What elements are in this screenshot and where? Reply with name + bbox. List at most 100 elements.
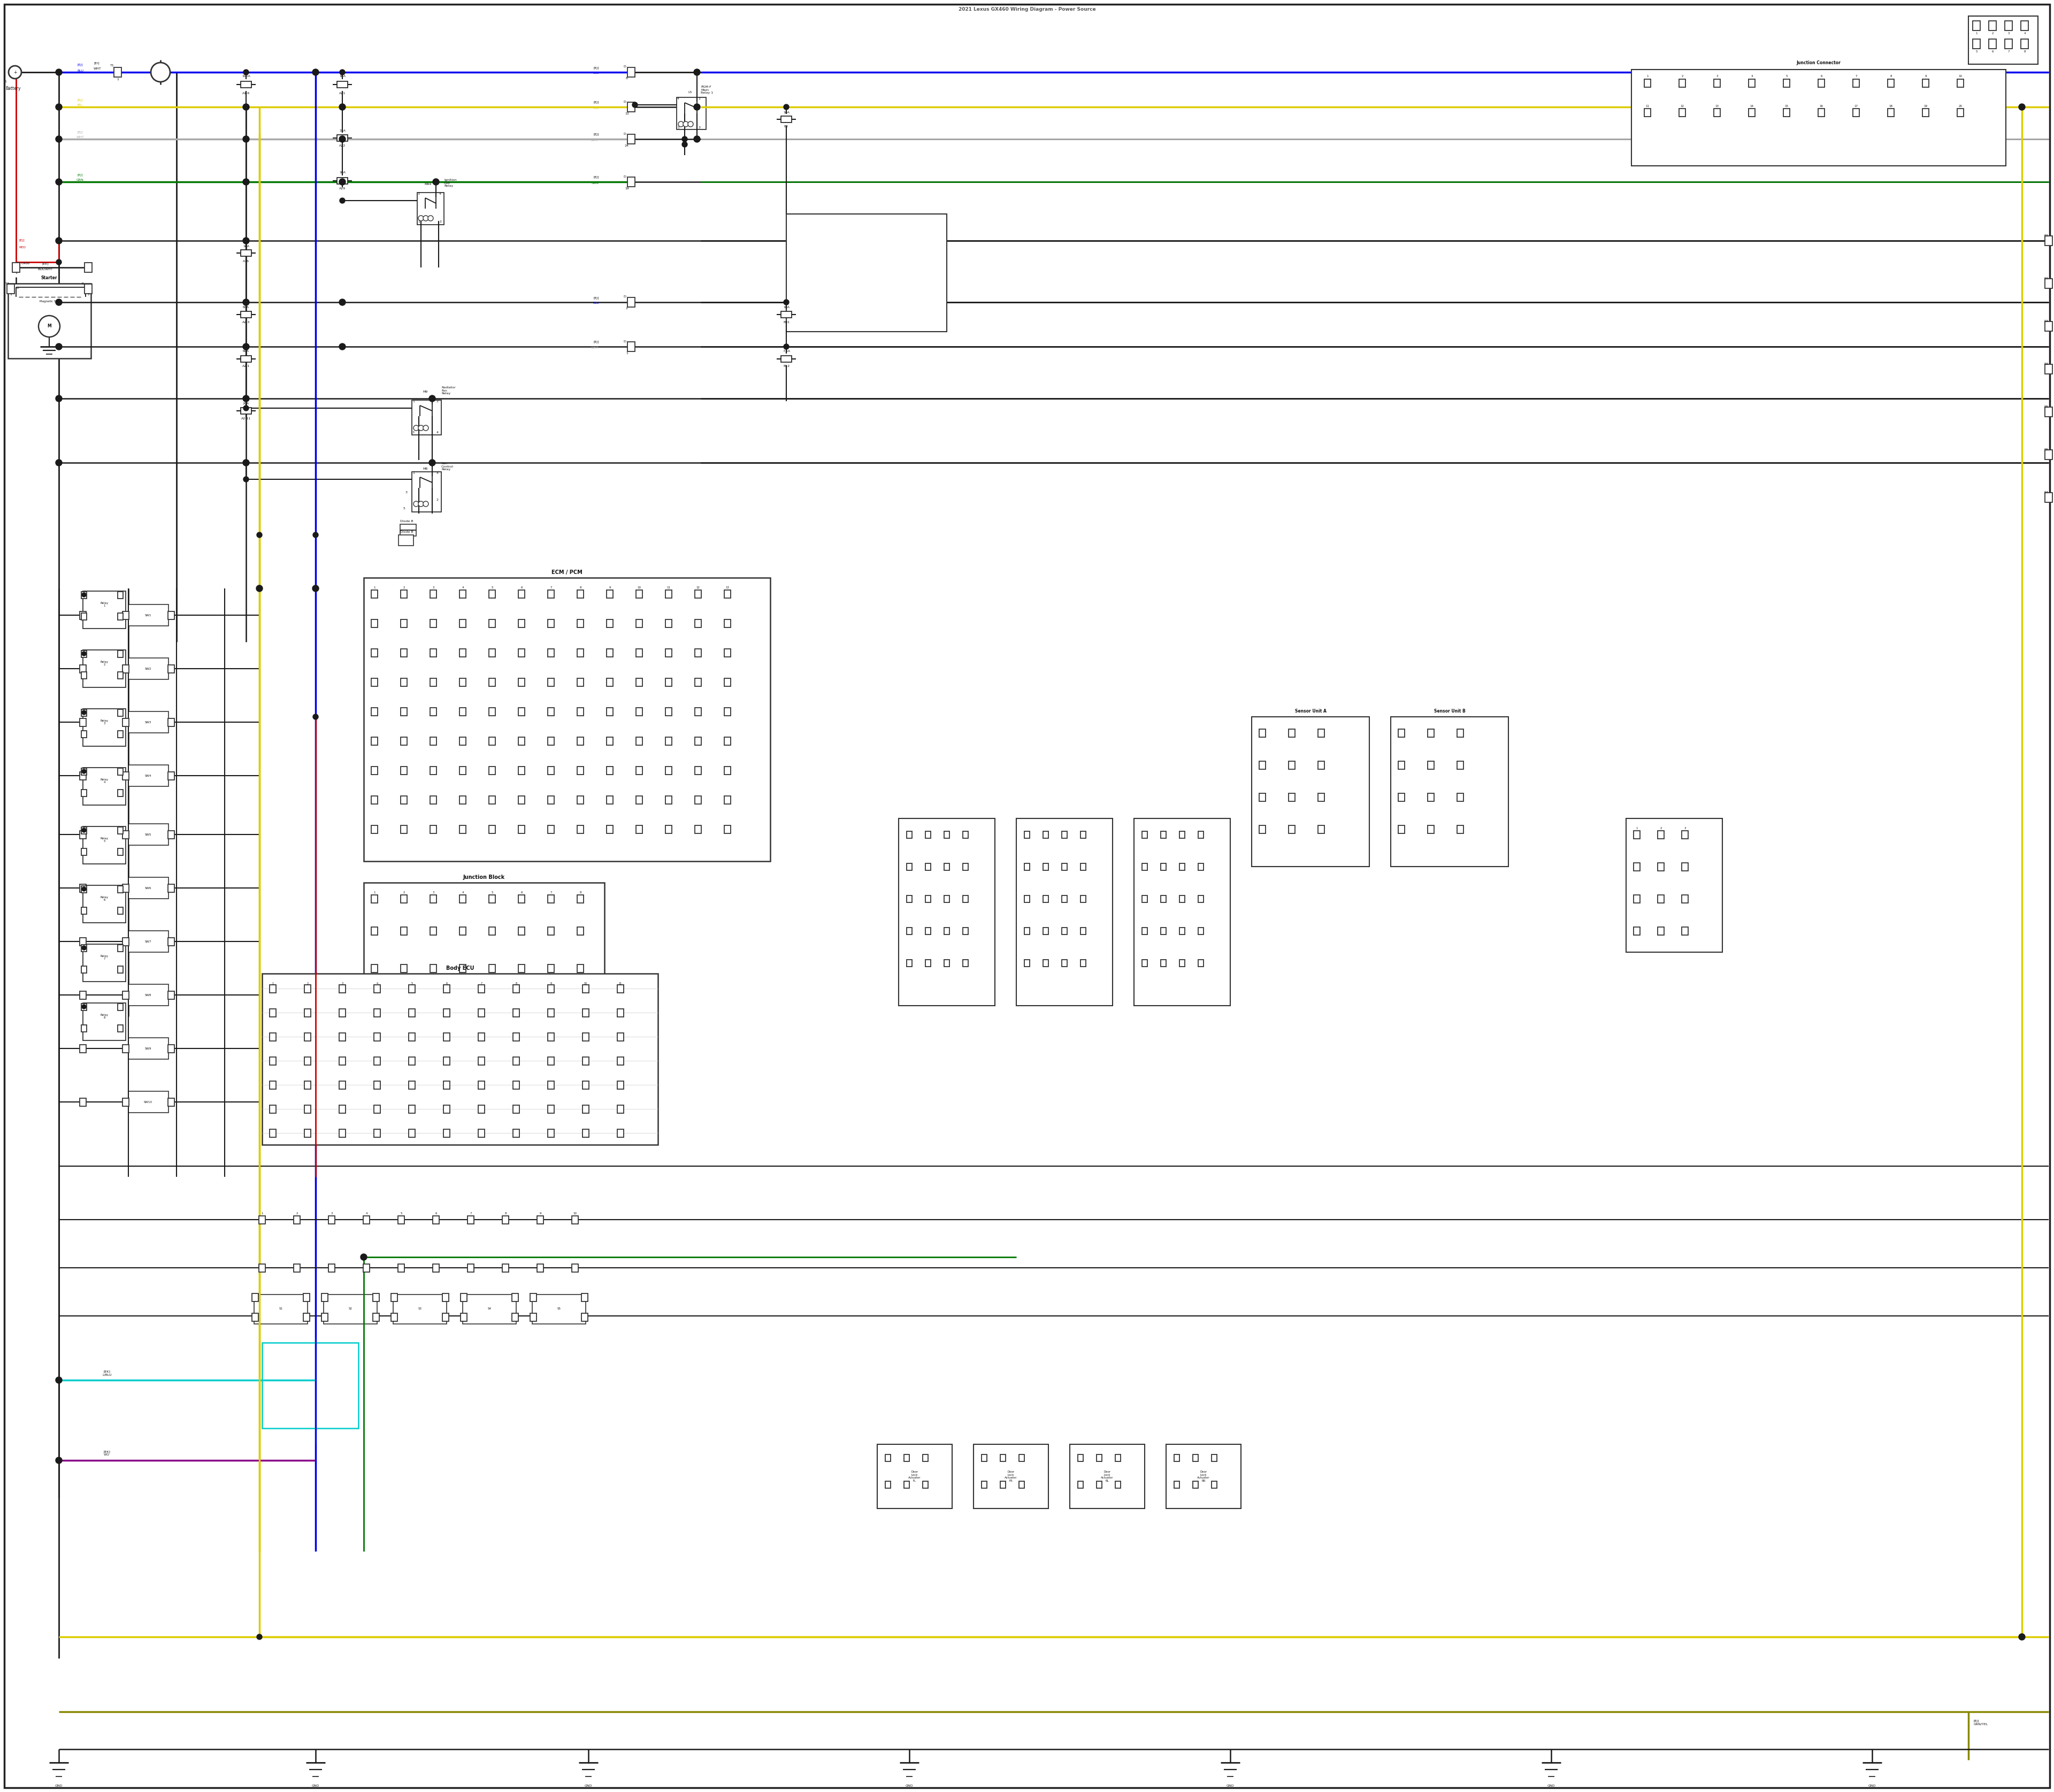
Bar — [548, 1032, 555, 1041]
Bar — [364, 1263, 370, 1272]
Text: D: D — [624, 340, 626, 342]
Bar — [117, 826, 123, 833]
Circle shape — [312, 70, 318, 75]
Circle shape — [312, 70, 318, 75]
Text: Door
Lock
Actuator
RL: Door Lock Actuator RL — [1101, 1471, 1113, 1482]
Bar — [462, 1294, 516, 1324]
Text: 14: 14 — [1750, 104, 1754, 108]
Bar — [626, 177, 635, 186]
Bar — [269, 986, 275, 993]
Text: 17: 17 — [1855, 104, 1859, 108]
Bar — [1062, 928, 1068, 934]
Bar — [429, 926, 435, 935]
Bar — [479, 1129, 485, 1138]
Bar — [8, 283, 90, 358]
Bar — [618, 1057, 624, 1064]
Circle shape — [423, 215, 429, 220]
Bar — [80, 1045, 86, 1052]
Text: GND: GND — [312, 1785, 320, 1787]
Circle shape — [55, 136, 62, 142]
Text: [EJ]
GRN/YEL: [EJ] GRN/YEL — [1974, 1720, 1988, 1726]
Bar — [168, 883, 175, 892]
Bar — [269, 1081, 275, 1090]
Bar — [82, 885, 125, 923]
Text: 18: 18 — [1890, 104, 1892, 108]
Bar — [963, 896, 967, 903]
Bar — [945, 831, 949, 839]
Text: 2: 2 — [698, 97, 700, 100]
Bar — [413, 400, 442, 435]
Text: S4: S4 — [487, 1308, 491, 1310]
Bar — [906, 864, 912, 871]
Bar — [1645, 109, 1651, 116]
Bar — [665, 620, 672, 627]
Bar — [113, 68, 121, 77]
Bar — [503, 1217, 509, 1224]
Bar — [409, 1009, 415, 1016]
Circle shape — [312, 715, 318, 719]
Bar — [1062, 831, 1068, 839]
Circle shape — [433, 179, 440, 185]
Bar — [577, 767, 583, 774]
Bar — [468, 1217, 474, 1224]
Text: 10A: 10A — [783, 306, 789, 308]
Text: [EJ]: [EJ] — [594, 297, 600, 299]
Bar — [906, 928, 912, 934]
Bar — [583, 1009, 589, 1016]
Circle shape — [423, 502, 429, 507]
Bar — [577, 964, 583, 973]
Bar — [269, 1129, 275, 1138]
Bar — [1080, 864, 1087, 871]
Bar — [117, 966, 123, 973]
Bar — [460, 1314, 466, 1321]
Text: 60A: 60A — [242, 306, 249, 308]
Text: SW9: SW9 — [146, 1047, 152, 1050]
Text: [EJ]: [EJ] — [594, 102, 600, 104]
Bar — [1019, 1455, 1025, 1462]
Bar — [1456, 762, 1462, 769]
Text: [EJ]: [EJ] — [78, 174, 82, 176]
Bar — [665, 737, 672, 745]
Bar — [1288, 729, 1294, 737]
Bar — [1179, 961, 1185, 966]
Bar — [583, 1129, 589, 1138]
Bar — [123, 719, 129, 726]
Bar — [548, 1081, 555, 1090]
Bar — [372, 926, 378, 935]
Text: 10: 10 — [573, 1211, 577, 1215]
Bar — [429, 620, 435, 627]
Bar — [82, 826, 86, 833]
Bar — [479, 1081, 485, 1090]
Circle shape — [339, 197, 345, 202]
Bar — [409, 1032, 415, 1041]
Bar — [725, 826, 731, 833]
Bar — [926, 896, 930, 903]
Circle shape — [55, 299, 62, 305]
Circle shape — [242, 299, 249, 305]
Bar — [885, 1455, 891, 1462]
Bar — [626, 342, 635, 351]
Bar — [1957, 79, 1964, 88]
Text: BLU: BLU — [594, 72, 600, 75]
Text: GND: GND — [1226, 1785, 1234, 1787]
Circle shape — [82, 946, 86, 950]
Circle shape — [413, 502, 419, 507]
Text: GRN: GRN — [76, 179, 84, 181]
Circle shape — [242, 70, 249, 75]
Bar — [665, 826, 672, 833]
Text: 1: 1 — [678, 125, 680, 129]
Text: Relay
1: Relay 1 — [101, 602, 109, 607]
Text: Radiator
Fan
Relay: Radiator Fan Relay — [442, 385, 456, 394]
Text: S2: S2 — [349, 1308, 351, 1310]
Bar — [429, 737, 435, 745]
Bar — [904, 1455, 910, 1462]
Bar — [429, 796, 435, 805]
Bar — [536, 1263, 544, 1272]
Bar — [963, 831, 967, 839]
Bar — [401, 894, 407, 903]
Circle shape — [684, 122, 688, 127]
Text: 5: 5 — [403, 507, 405, 509]
Text: D: D — [624, 100, 626, 102]
Bar — [429, 826, 435, 833]
Bar — [963, 864, 967, 871]
